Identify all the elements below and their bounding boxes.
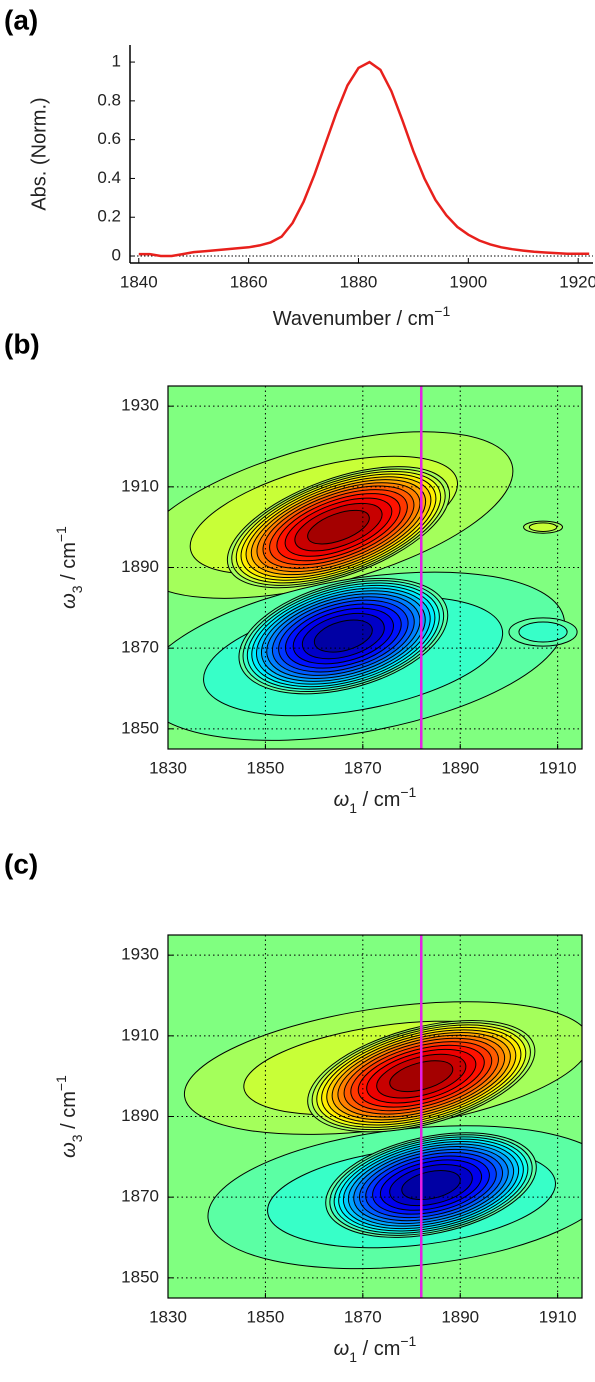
x-tick-label: 1850 <box>246 1307 284 1326</box>
label-part: ω <box>58 593 80 609</box>
label-part: −1 <box>434 303 450 319</box>
label-part: ω <box>58 1142 80 1158</box>
label-part: / cm <box>58 1091 80 1134</box>
plot-area <box>130 60 593 258</box>
x-tick-label: 1860 <box>230 272 268 291</box>
y-tick-label: 1870 <box>121 638 159 657</box>
label-part: −1 <box>400 1333 416 1349</box>
label-part: ω <box>334 1338 350 1360</box>
y-tick-label: 1 <box>112 52 121 71</box>
contour-level <box>313 619 373 653</box>
y-tick-label: 1850 <box>121 718 159 737</box>
y-tick-label: 1910 <box>121 1025 159 1044</box>
y-tick-label: 0.6 <box>97 129 121 148</box>
axis-label: ω3 / cm−1 <box>53 1075 85 1158</box>
axis-label: ω3 / cm−1 <box>53 526 85 609</box>
x-tick-label: 1890 <box>441 1307 479 1326</box>
y-tick-label: 1870 <box>121 1187 159 1206</box>
x-tick-label: 1840 <box>120 272 158 291</box>
x-tick-label: 1880 <box>340 272 378 291</box>
x-tick-label: 1870 <box>344 1307 382 1326</box>
x-tick-label: 1910 <box>539 1307 577 1326</box>
y-tick-label: 1890 <box>121 1106 159 1125</box>
y-tick-label: 0 <box>112 246 121 265</box>
x-tick-label: 1850 <box>246 758 284 777</box>
axis-label: ω1 / cm−1 <box>334 1333 417 1365</box>
x-tick-label: 1890 <box>441 758 479 777</box>
label-part: / cm <box>58 542 80 585</box>
x-tick-label: 1900 <box>449 272 487 291</box>
panel-label: (b) <box>4 328 40 359</box>
frame <box>167 385 583 750</box>
label-part: ω <box>334 789 350 811</box>
frame <box>167 934 583 1299</box>
x-tick-label: 1870 <box>344 758 382 777</box>
y-tick-label: 1910 <box>121 476 159 495</box>
x-tick-label: 1830 <box>149 1307 187 1326</box>
panel-label: (a) <box>4 4 38 35</box>
panel-label: (c) <box>4 848 38 879</box>
y-tick-label: 0.8 <box>97 90 121 109</box>
label-part: −1 <box>53 1075 69 1091</box>
label-part: Wavenumber / cm <box>273 308 435 330</box>
label-part: −1 <box>53 526 69 542</box>
y-tick-label: 1850 <box>121 1267 159 1286</box>
spectrum-line <box>138 60 590 258</box>
label-part: −1 <box>400 784 416 800</box>
y-axis-label: Abs. (Norm.) <box>28 97 50 210</box>
y-tick-label: 1930 <box>121 396 159 415</box>
y-tick-label: 0.4 <box>97 168 121 187</box>
y-tick-label: 1930 <box>121 945 159 964</box>
contour-level <box>518 621 568 643</box>
y-tick-label: 1890 <box>121 557 159 576</box>
x-tick-label: 1910 <box>539 758 577 777</box>
plot-area <box>168 935 582 1298</box>
label-part: / cm <box>357 1338 400 1360</box>
x-tick-label: 1920 <box>559 272 595 291</box>
label-part: 1 <box>349 1349 357 1365</box>
y-tick-label: 0.2 <box>97 207 121 226</box>
axis-label: Wavenumber / cm−1 <box>273 303 451 331</box>
contour-level <box>528 522 558 532</box>
label-part: / cm <box>357 789 400 811</box>
contour-level <box>307 509 370 545</box>
axis-label: ω1 / cm−1 <box>334 784 417 816</box>
label-part: 3 <box>69 585 85 593</box>
plot-area <box>168 386 582 749</box>
label-part: 1 <box>349 800 357 816</box>
label-part: 3 <box>69 1134 85 1142</box>
x-tick-label: 1830 <box>149 758 187 777</box>
